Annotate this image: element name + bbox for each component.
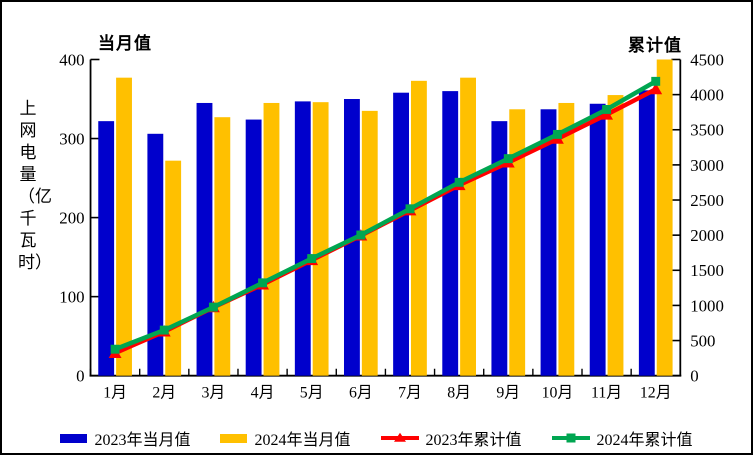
bar xyxy=(214,117,231,376)
month-label: 12月 xyxy=(640,384,672,401)
bar xyxy=(98,121,115,376)
bar xyxy=(607,95,624,376)
right-tick-label: 500 xyxy=(690,332,715,351)
right-tick-label: 3000 xyxy=(690,156,724,175)
bar xyxy=(589,103,606,376)
right-tick-label: 3500 xyxy=(690,121,724,140)
triangle-marker-icon xyxy=(393,432,406,442)
right-tick-label: 2000 xyxy=(690,226,724,245)
left-tick-label: 0 xyxy=(76,367,84,386)
square-marker-icon xyxy=(602,104,612,114)
month-label: 8月 xyxy=(447,384,471,401)
month-label: 4月 xyxy=(251,384,275,401)
month-label: 1月 xyxy=(103,384,127,401)
line-swatch-icon xyxy=(551,433,590,443)
legend-item-2023-monthly: 2023年当月值 xyxy=(60,426,190,450)
left-tick-label: 100 xyxy=(59,288,84,307)
right-tick-label: 1500 xyxy=(690,261,724,280)
bar-swatch-icon xyxy=(220,433,248,443)
legend-item-2023-cumulative: 2023年累计值 xyxy=(380,426,522,450)
square-marker-icon xyxy=(208,302,218,312)
month-label: 6月 xyxy=(349,384,373,401)
right-tick-label: 1000 xyxy=(690,296,724,315)
bar-swatch-icon xyxy=(60,433,88,443)
legend-label: 2023年累计值 xyxy=(425,432,522,449)
square-marker-icon xyxy=(566,433,576,443)
left-tick-label: 200 xyxy=(59,209,84,228)
left-tick-label: 400 xyxy=(59,50,84,69)
bar xyxy=(116,77,132,376)
bar xyxy=(361,110,378,376)
month-label: 7月 xyxy=(398,384,422,401)
square-marker-icon xyxy=(651,76,661,86)
line-swatch-icon xyxy=(380,432,419,442)
bar xyxy=(509,109,526,376)
bar xyxy=(410,80,427,376)
bar xyxy=(245,119,262,376)
legend-label: 2024年当月值 xyxy=(254,432,351,449)
bar xyxy=(558,102,575,376)
right-axis-title: 累计值 xyxy=(628,36,682,55)
square-marker-icon xyxy=(356,230,366,240)
legend-label: 2024年累计值 xyxy=(596,432,693,449)
bar xyxy=(540,109,557,376)
right-tick-label: 2500 xyxy=(690,191,724,210)
bar xyxy=(491,121,508,376)
right-tick-label: 0 xyxy=(690,367,698,386)
square-marker-icon xyxy=(503,154,513,164)
month-label: 5月 xyxy=(300,384,324,401)
square-marker-icon xyxy=(405,204,415,214)
square-marker-icon xyxy=(110,344,120,354)
right-tick-label: 4000 xyxy=(690,86,724,105)
legend-item-2024-monthly: 2024年当月值 xyxy=(220,426,351,450)
legend-label: 2023年当月值 xyxy=(94,432,191,449)
square-marker-icon xyxy=(454,177,464,187)
square-marker-icon xyxy=(552,129,562,139)
legend: 2023年当月值 2024年当月值 2023年累计值 2024年累计值 xyxy=(2,425,751,451)
bar xyxy=(638,90,655,376)
month-label: 3月 xyxy=(202,384,226,401)
square-marker-icon xyxy=(159,325,169,335)
square-marker-icon xyxy=(258,278,268,288)
month-label: 2月 xyxy=(152,384,176,401)
right-tick-label: 4500 xyxy=(690,50,724,69)
bar xyxy=(147,133,164,376)
bar xyxy=(263,102,280,376)
bar xyxy=(442,91,459,376)
bar xyxy=(312,102,329,376)
square-marker-icon xyxy=(307,254,317,264)
bar xyxy=(460,77,476,376)
bar xyxy=(656,59,673,376)
triangle-marker-icon xyxy=(649,82,663,95)
bar xyxy=(294,101,311,376)
bar xyxy=(165,160,182,376)
month-label: 10月 xyxy=(542,384,574,401)
bar xyxy=(196,102,213,376)
bar xyxy=(393,92,410,376)
month-label: 9月 xyxy=(496,384,520,401)
month-label: 11月 xyxy=(591,384,622,401)
cumulative-line xyxy=(114,79,657,352)
left-axis-title: 当月值 xyxy=(98,34,152,53)
left-tick-label: 300 xyxy=(59,129,84,148)
legend-item-2024-cumulative: 2024年累计值 xyxy=(551,426,693,450)
